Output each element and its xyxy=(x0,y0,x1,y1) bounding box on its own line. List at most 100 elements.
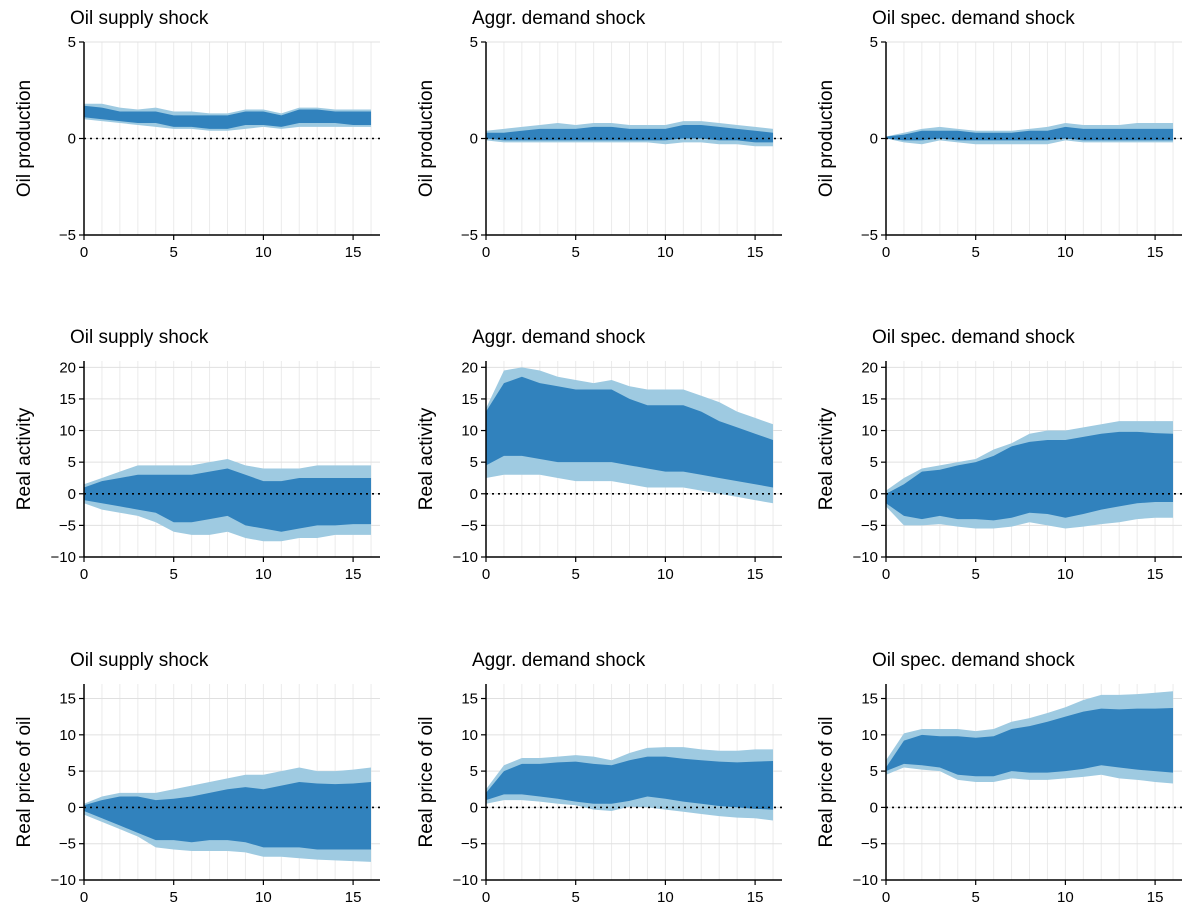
x-tick-label: 5 xyxy=(572,889,580,906)
y-tick-label: 20 xyxy=(59,359,76,376)
x-tick-label: 10 xyxy=(657,566,674,583)
x-tick-label: 10 xyxy=(1057,889,1074,906)
y-tick-label: 10 xyxy=(59,423,76,440)
y-tick-label: 10 xyxy=(59,727,76,744)
y-tick-label: 5 xyxy=(68,34,76,51)
x-tick-label: 15 xyxy=(747,244,764,261)
panel: −10 −5 0 5 10 15 20 0 5 10 15 Aggr. demand shock Rea… xyxy=(416,327,782,583)
y-tick-label: 5 xyxy=(68,763,76,780)
y-tick-label: −10 xyxy=(51,549,76,566)
x-tick-label: 0 xyxy=(80,889,88,906)
x-tick-label: 10 xyxy=(255,244,272,261)
y-tick-label: 0 xyxy=(870,486,878,503)
y-axis-label: Real price of oil xyxy=(14,717,35,848)
y-tick-label: 20 xyxy=(461,359,478,376)
y-tick-label: −10 xyxy=(453,549,478,566)
x-tick-label: 15 xyxy=(345,889,362,906)
confidence-band xyxy=(486,756,774,810)
x-tick-label: 5 xyxy=(972,889,980,906)
y-tick-label: −10 xyxy=(853,549,878,566)
y-tick-label: 5 xyxy=(470,763,478,780)
y-tick-label: 5 xyxy=(870,454,878,471)
y-tick-label: −5 xyxy=(861,836,878,853)
y-tick-label: −5 xyxy=(59,517,76,534)
y-tick-label: 5 xyxy=(470,34,478,51)
x-tick-label: 10 xyxy=(255,889,272,906)
y-axis-label: Oil production xyxy=(14,80,35,197)
confidence-band xyxy=(886,126,1174,141)
panel: −10 −5 0 5 10 15 0 5 10 15 Oil spec. demand shock R… xyxy=(816,650,1182,906)
y-tick-label: −5 xyxy=(461,227,478,244)
confidence-band xyxy=(84,468,372,532)
y-tick-label: −5 xyxy=(461,836,478,853)
panel-title: Oil supply shock xyxy=(70,650,209,671)
y-axis-label: Real activity xyxy=(816,407,837,510)
x-tick-label: 5 xyxy=(170,889,178,906)
x-tick-label: 15 xyxy=(747,889,764,906)
confidence-band xyxy=(84,105,372,129)
x-tick-label: 0 xyxy=(882,244,890,261)
y-axis-label: Real price of oil xyxy=(816,717,837,848)
x-tick-label: 0 xyxy=(482,889,490,906)
y-axis-label: Oil production xyxy=(416,80,437,197)
y-tick-label: −5 xyxy=(59,836,76,853)
x-tick-label: 5 xyxy=(170,566,178,583)
panel-title: Oil spec. demand shock xyxy=(872,8,1075,29)
y-tick-label: 10 xyxy=(461,423,478,440)
panel-title: Aggr. demand shock xyxy=(472,327,646,348)
x-tick-label: 15 xyxy=(345,566,362,583)
x-tick-label: 0 xyxy=(482,244,490,261)
y-tick-label: −5 xyxy=(861,517,878,534)
x-tick-label: 15 xyxy=(345,244,362,261)
x-tick-label: 5 xyxy=(972,244,980,261)
x-tick-label: 15 xyxy=(1147,566,1164,583)
panel-title: Oil supply shock xyxy=(70,8,209,29)
y-axis-label: Real activity xyxy=(14,407,35,510)
y-tick-label: 0 xyxy=(470,486,478,503)
y-tick-label: 0 xyxy=(470,799,478,816)
x-tick-label: 15 xyxy=(1147,889,1164,906)
y-tick-label: −5 xyxy=(461,517,478,534)
panel: −10 −5 0 5 10 15 0 5 10 15 Aggr. demand shock Real … xyxy=(416,650,782,906)
panel: −10 −5 0 5 10 15 20 0 5 10 15 Oil supply shock Real … xyxy=(14,327,380,583)
panel: −10 −5 0 5 10 15 20 0 5 10 15 Oil spec. demand shoc… xyxy=(816,327,1182,583)
x-tick-label: 15 xyxy=(1147,244,1164,261)
y-tick-label: 5 xyxy=(870,34,878,51)
x-tick-label: 10 xyxy=(255,566,272,583)
panel-title: Aggr. demand shock xyxy=(472,650,646,671)
confidence-band xyxy=(886,431,1174,521)
x-tick-label: 0 xyxy=(80,244,88,261)
y-tick-label: 10 xyxy=(461,727,478,744)
x-tick-label: 0 xyxy=(482,566,490,583)
x-tick-label: 15 xyxy=(747,566,764,583)
y-tick-label: 10 xyxy=(861,727,878,744)
panel: −10 −5 0 5 10 15 0 5 10 15 Oil supply shock Real pr… xyxy=(14,650,380,906)
x-tick-label: 5 xyxy=(972,566,980,583)
panel-title: Oil spec. demand shock xyxy=(872,650,1075,671)
y-tick-label: 15 xyxy=(861,691,878,708)
x-tick-label: 5 xyxy=(572,566,580,583)
y-axis-label: Oil production xyxy=(816,80,837,197)
x-tick-label: 10 xyxy=(1057,244,1074,261)
y-tick-label: 10 xyxy=(861,423,878,440)
y-tick-label: 0 xyxy=(870,131,878,148)
panel-title: Oil supply shock xyxy=(70,327,209,348)
x-tick-label: 0 xyxy=(882,889,890,906)
y-tick-label: 20 xyxy=(861,359,878,376)
y-tick-label: 5 xyxy=(68,454,76,471)
confidence-band xyxy=(84,782,372,850)
y-tick-label: 15 xyxy=(861,391,878,408)
x-tick-label: 10 xyxy=(1057,566,1074,583)
x-tick-label: 10 xyxy=(657,244,674,261)
panel-title: Oil spec. demand shock xyxy=(872,327,1075,348)
x-tick-label: 0 xyxy=(882,566,890,583)
y-tick-label: −10 xyxy=(453,872,478,889)
y-tick-label: −10 xyxy=(853,872,878,889)
confidence-band xyxy=(486,124,774,143)
y-tick-label: 0 xyxy=(870,799,878,816)
y-tick-label: −10 xyxy=(51,872,76,889)
y-tick-label: 0 xyxy=(68,799,76,816)
y-tick-label: −5 xyxy=(59,227,76,244)
